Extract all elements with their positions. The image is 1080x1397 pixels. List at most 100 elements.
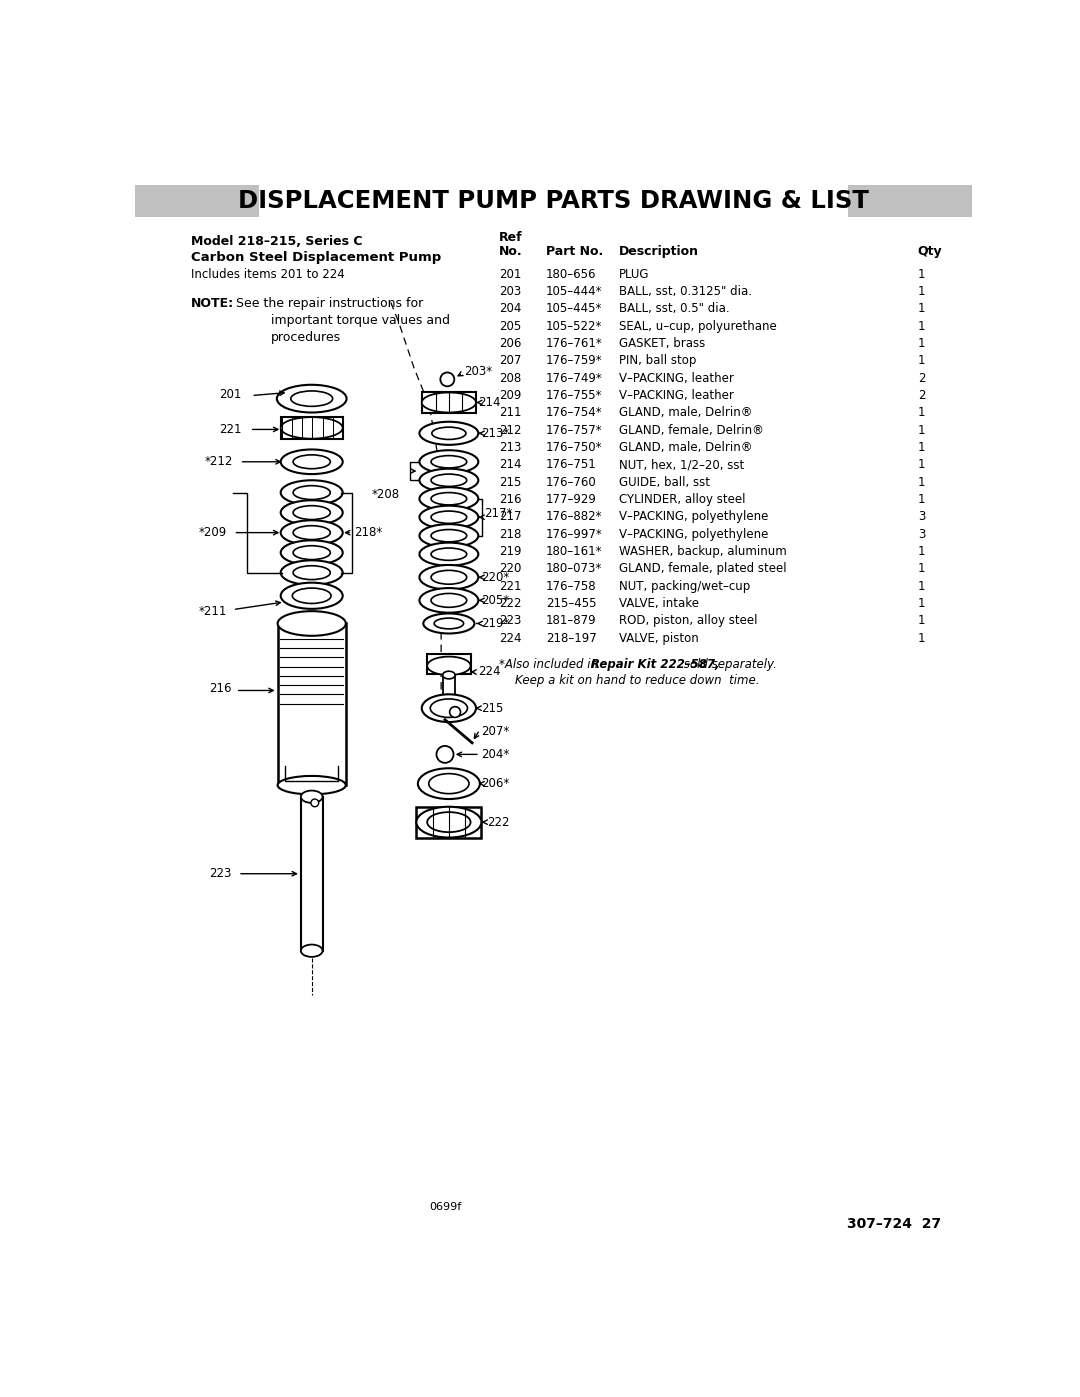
Ellipse shape	[293, 506, 330, 520]
Text: 180–073*: 180–073*	[545, 562, 602, 576]
Text: important torque values and: important torque values and	[271, 314, 449, 327]
Ellipse shape	[419, 524, 478, 548]
Ellipse shape	[419, 542, 478, 566]
Text: 216: 216	[208, 682, 231, 696]
Text: 214: 214	[478, 395, 501, 409]
Text: 1: 1	[918, 337, 926, 351]
Text: BALL, sst, 0.5" dia.: BALL, sst, 0.5" dia.	[619, 302, 730, 316]
Text: WASHER, backup, aluminum: WASHER, backup, aluminum	[619, 545, 787, 557]
Text: 215–455: 215–455	[545, 597, 596, 610]
Ellipse shape	[419, 450, 478, 474]
Text: See the repair instructions for: See the repair instructions for	[235, 298, 423, 310]
Text: 2: 2	[918, 372, 926, 384]
Ellipse shape	[430, 698, 468, 718]
Text: 1: 1	[918, 268, 926, 281]
Text: 3: 3	[918, 510, 926, 524]
Text: Part No.: Part No.	[545, 244, 603, 257]
Text: 1: 1	[918, 285, 926, 298]
Text: 207: 207	[499, 355, 522, 367]
Bar	[428, 654, 471, 675]
Ellipse shape	[429, 774, 469, 793]
Text: 201: 201	[218, 387, 241, 401]
Text: Repair Kit 222–587,: Repair Kit 222–587,	[591, 658, 719, 671]
Ellipse shape	[431, 570, 467, 584]
Text: 176–757*: 176–757*	[545, 423, 603, 437]
Text: 218: 218	[499, 528, 522, 541]
Ellipse shape	[419, 469, 478, 492]
Text: 1: 1	[918, 615, 926, 627]
Text: Description: Description	[619, 244, 700, 257]
Ellipse shape	[276, 384, 347, 412]
Bar	[443, 675, 455, 698]
Text: GLAND, female, Delrin®: GLAND, female, Delrin®	[619, 423, 765, 437]
Bar	[135, 184, 259, 217]
Ellipse shape	[281, 583, 342, 609]
Text: 221: 221	[499, 580, 522, 592]
Text: 180–161*: 180–161*	[545, 545, 603, 557]
Text: 176–997*: 176–997*	[545, 528, 603, 541]
Text: 176–750*: 176–750*	[545, 441, 603, 454]
Bar	[422, 393, 476, 412]
Text: 105–444*: 105–444*	[545, 285, 603, 298]
Text: 105–445*: 105–445*	[545, 302, 603, 316]
Text: 1: 1	[918, 562, 926, 576]
Text: 1: 1	[918, 423, 926, 437]
Text: 0699f: 0699f	[429, 1203, 461, 1213]
Text: Qty: Qty	[918, 244, 943, 257]
Text: 215: 215	[499, 475, 522, 489]
Text: 1: 1	[918, 302, 926, 316]
Text: 209: 209	[499, 388, 522, 402]
Text: 176–749*: 176–749*	[545, 372, 603, 384]
Text: 220: 220	[499, 562, 522, 576]
Ellipse shape	[449, 707, 460, 718]
Text: 1: 1	[918, 597, 926, 610]
Text: 176–751: 176–751	[545, 458, 596, 471]
Ellipse shape	[281, 520, 342, 545]
Ellipse shape	[291, 391, 333, 407]
Text: 206*: 206*	[482, 777, 510, 791]
Text: 1: 1	[918, 320, 926, 332]
Text: VALVE, piston: VALVE, piston	[619, 631, 699, 644]
Text: V–PACKING, polyethylene: V–PACKING, polyethylene	[619, 510, 769, 524]
Text: *Also included in: *Also included in	[499, 658, 602, 671]
Text: 105–522*: 105–522*	[545, 320, 603, 332]
Text: 213: 213	[499, 441, 522, 454]
Text: PLUG: PLUG	[619, 268, 650, 281]
Ellipse shape	[301, 791, 323, 803]
Text: 1: 1	[918, 441, 926, 454]
Bar	[301, 796, 323, 951]
Ellipse shape	[278, 610, 346, 636]
Ellipse shape	[422, 393, 476, 412]
Text: 217: 217	[499, 510, 522, 524]
Text: ROD, piston, alloy steel: ROD, piston, alloy steel	[619, 615, 758, 627]
Ellipse shape	[431, 455, 467, 468]
Text: 222: 222	[499, 597, 522, 610]
Ellipse shape	[281, 450, 342, 474]
Ellipse shape	[293, 486, 330, 500]
Ellipse shape	[293, 546, 330, 560]
Ellipse shape	[278, 775, 346, 795]
Text: VALVE, intake: VALVE, intake	[619, 597, 700, 610]
Text: NUT, hex, 1/2–20, sst: NUT, hex, 1/2–20, sst	[619, 458, 744, 471]
Text: V–PACKING, leather: V–PACKING, leather	[619, 372, 734, 384]
Text: 2: 2	[918, 388, 926, 402]
Text: Model 218–215, Series C: Model 218–215, Series C	[191, 236, 362, 249]
Ellipse shape	[431, 474, 467, 486]
Ellipse shape	[416, 806, 482, 838]
Text: GUIDE, ball, sst: GUIDE, ball, sst	[619, 475, 711, 489]
Text: 207*: 207*	[482, 725, 510, 738]
Text: *211: *211	[199, 605, 227, 617]
Text: 176–759*: 176–759*	[545, 355, 603, 367]
Text: 217*: 217*	[485, 507, 513, 520]
Text: SEAL, u–cup, polyurethane: SEAL, u–cup, polyurethane	[619, 320, 778, 332]
Ellipse shape	[419, 488, 478, 510]
Bar	[278, 623, 346, 785]
Text: Includes items 201 to 224: Includes items 201 to 224	[191, 268, 345, 281]
Ellipse shape	[431, 511, 467, 524]
Text: 176–758: 176–758	[545, 580, 596, 592]
Text: 205*: 205*	[482, 594, 510, 606]
Text: 176–760: 176–760	[545, 475, 596, 489]
Ellipse shape	[423, 613, 474, 633]
Text: 176–755*: 176–755*	[545, 388, 603, 402]
Ellipse shape	[281, 541, 342, 564]
